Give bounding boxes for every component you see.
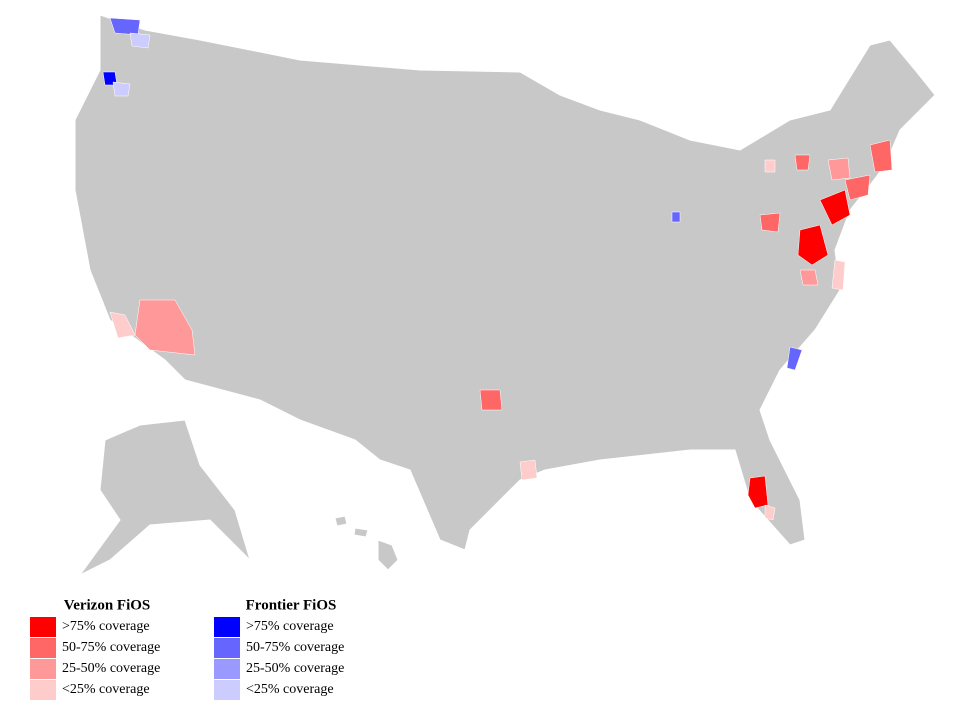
legend-swatch bbox=[30, 680, 56, 700]
coverage-areas bbox=[102, 17, 893, 521]
legend-label: 25-50% coverage bbox=[62, 661, 160, 676]
coverage-area bbox=[109, 311, 136, 339]
legend-label: <25% coverage bbox=[62, 682, 150, 697]
legend-title: Verizon FiOS bbox=[64, 597, 151, 613]
coverage-area bbox=[799, 269, 819, 286]
hawaii bbox=[377, 539, 399, 571]
coverage-area bbox=[764, 504, 776, 521]
coverage-area bbox=[786, 346, 803, 371]
legend-title: Frontier FiOS bbox=[246, 597, 337, 613]
legend-swatch bbox=[30, 659, 56, 679]
coverage-area bbox=[844, 174, 871, 201]
alaska bbox=[79, 419, 251, 576]
legend-swatch bbox=[214, 659, 240, 679]
coverage-area bbox=[519, 459, 538, 481]
coverage-area bbox=[479, 389, 503, 411]
coverage-area bbox=[759, 212, 781, 233]
coverage-area bbox=[797, 224, 829, 266]
coverage-area bbox=[819, 189, 851, 226]
coverage-area bbox=[671, 211, 681, 223]
coverage-area bbox=[794, 154, 811, 171]
legend-label: >75% coverage bbox=[62, 619, 150, 634]
coverage-area bbox=[112, 81, 131, 97]
legend-swatch bbox=[214, 680, 240, 700]
legend-label: 50-75% coverage bbox=[62, 640, 160, 655]
legend-label: <25% coverage bbox=[246, 682, 334, 697]
coverage-area bbox=[129, 32, 151, 49]
legend-swatch bbox=[214, 617, 240, 637]
legend-swatch bbox=[214, 638, 240, 658]
legend-label: 50-75% coverage bbox=[246, 640, 344, 655]
land bbox=[74, 14, 936, 576]
hawaii bbox=[334, 515, 348, 527]
coverage-area bbox=[869, 139, 893, 173]
legend-label: >75% coverage bbox=[246, 619, 334, 634]
legend-swatch bbox=[30, 617, 56, 637]
continental-us bbox=[74, 14, 936, 551]
legend: Verizon FiOS >75% coverage 50-75% coverage… bbox=[30, 597, 344, 700]
coverage-area bbox=[764, 159, 776, 173]
legend-swatch bbox=[30, 638, 56, 658]
legend-label: 25-50% coverage bbox=[246, 661, 344, 676]
coverage-area bbox=[827, 157, 851, 181]
coverage-area bbox=[831, 259, 846, 291]
hawaii bbox=[353, 527, 369, 538]
coverage-area bbox=[747, 475, 769, 509]
